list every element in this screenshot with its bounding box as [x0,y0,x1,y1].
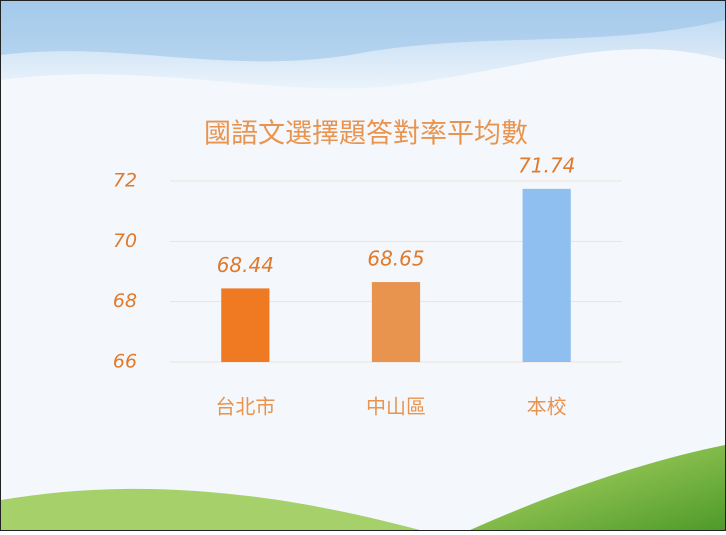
slide: 國語文選擇題答對率平均數 66 68 70 72 台北市 68.44 中山區 68.65 本校 7… [0,0,726,531]
x-tick-label: 台北市 [215,395,275,419]
value-label: 71.74 [518,153,575,177]
x-tick-label: 中山區 [366,395,426,419]
y-tick-label: 66 [113,351,137,373]
value-label: 68.65 [367,247,424,271]
x-tick-label: 本校 [527,395,567,419]
y-tick-label: 70 [113,230,137,252]
bar [523,189,571,362]
bar [372,282,420,362]
bar [221,288,269,362]
y-tick-label: 68 [113,290,137,312]
value-label: 68.44 [217,253,274,277]
y-tick-label: 72 [113,170,137,192]
chart-title: 國語文選擇題答對率平均數 [204,119,528,150]
